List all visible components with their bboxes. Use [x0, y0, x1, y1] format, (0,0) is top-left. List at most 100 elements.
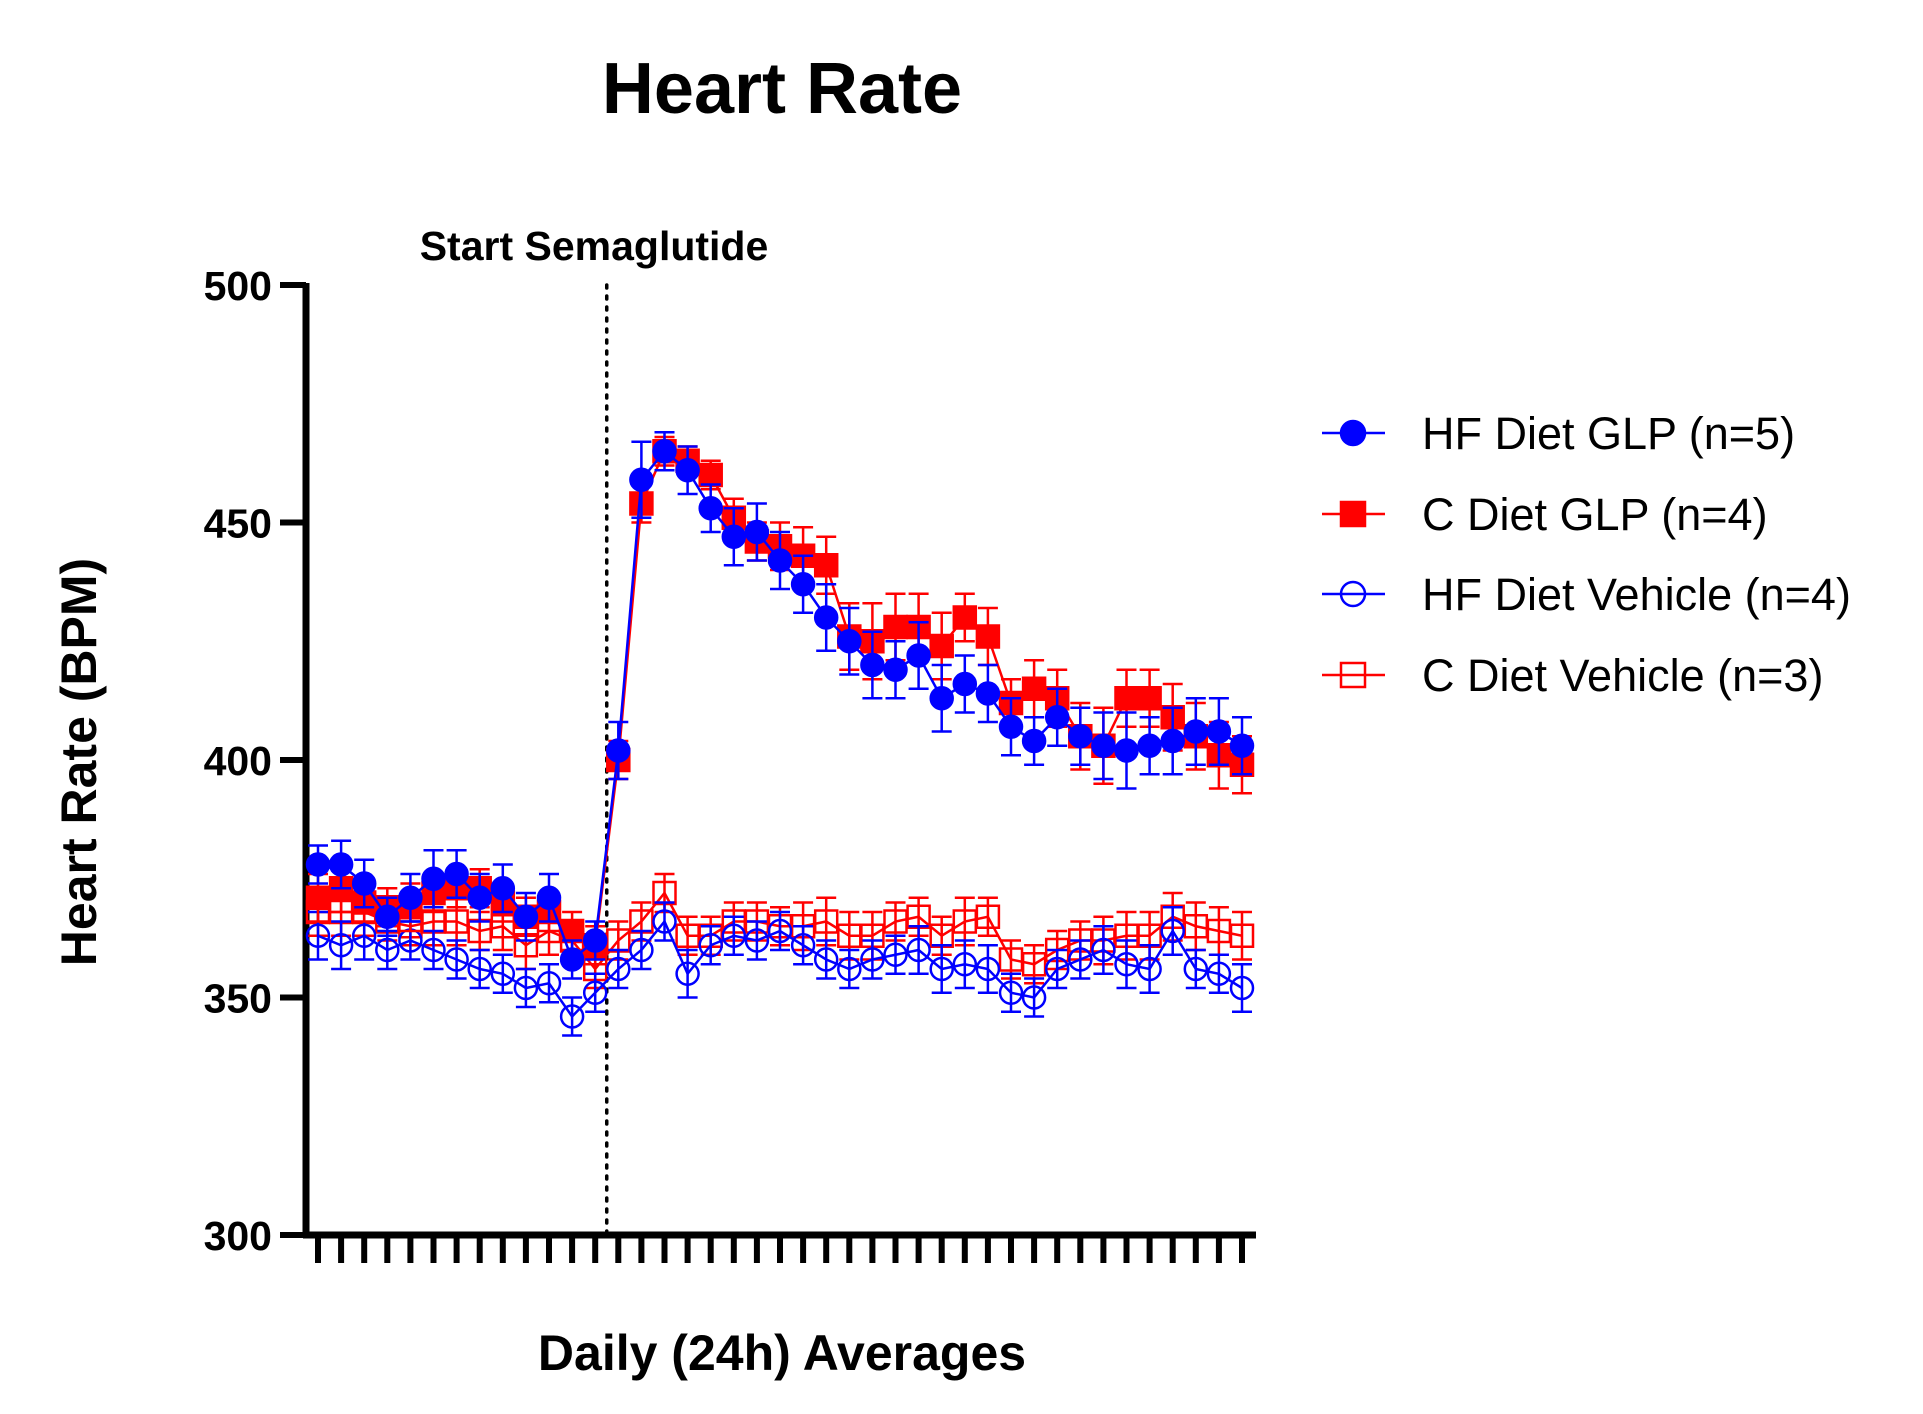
data-point	[629, 937, 654, 963]
data-point	[606, 738, 631, 763]
data-point	[883, 942, 908, 967]
y-tick-label: 300	[204, 1213, 272, 1259]
data-point	[1160, 728, 1185, 754]
data-point	[721, 923, 747, 948]
data-point	[1114, 952, 1139, 977]
data-point	[1021, 728, 1047, 754]
data-point	[860, 652, 885, 678]
data-point	[906, 937, 931, 963]
data-point	[698, 496, 723, 521]
data-point	[490, 876, 516, 901]
data-point	[952, 605, 978, 630]
data-point	[813, 553, 839, 578]
data-point	[952, 952, 978, 977]
data-point	[790, 572, 816, 597]
data-point	[1068, 947, 1093, 972]
data-point	[837, 956, 862, 982]
legend-label: HF Diet GLP (n=5)	[1422, 408, 1795, 459]
data-point	[813, 909, 839, 934]
data-point	[929, 956, 954, 982]
data-point	[721, 524, 747, 549]
plot-area: 300 350 400 450 500	[204, 263, 1256, 1263]
legend-item: C Diet GLP (n=4)	[1322, 489, 1768, 540]
data-point	[652, 909, 677, 934]
data-point	[351, 923, 377, 948]
legend-marker	[1339, 419, 1367, 447]
data-point	[513, 904, 539, 929]
data-point	[375, 937, 400, 963]
y-tick-label: 500	[204, 263, 272, 309]
data-point	[444, 861, 469, 887]
y-tick-label: 350	[204, 976, 272, 1022]
data-point	[421, 866, 446, 891]
legend-item: C Diet Vehicle (n=3)	[1322, 650, 1823, 701]
data-point	[582, 980, 608, 1005]
x-axis-label: Daily (24h) Averages	[538, 1325, 1026, 1381]
data-point	[1137, 733, 1162, 758]
legend-item: HF Diet Vehicle (n=4)	[1322, 569, 1851, 620]
data-point	[998, 714, 1024, 739]
data-point	[1206, 719, 1232, 744]
legend-label: HF Diet Vehicle (n=4)	[1422, 569, 1851, 620]
data-point	[1021, 985, 1047, 1010]
data-point	[975, 956, 1001, 982]
data-point	[929, 633, 954, 659]
data-point	[952, 671, 978, 697]
data-point	[652, 439, 677, 464]
data-point	[351, 871, 377, 896]
data-point	[813, 947, 839, 972]
data-point	[1229, 733, 1255, 758]
data-point	[929, 686, 954, 711]
data-point	[1229, 975, 1255, 1001]
data-point	[975, 624, 1001, 649]
data-point	[1044, 705, 1070, 730]
legend-label: C Diet Vehicle (n=3)	[1422, 650, 1823, 701]
data-point	[975, 904, 1001, 929]
data-point	[1021, 676, 1047, 701]
data-point	[790, 933, 816, 958]
data-point	[998, 980, 1024, 1005]
data-point	[582, 928, 608, 953]
data-point	[328, 852, 354, 877]
data-point	[606, 956, 631, 982]
series-2	[305, 901, 1255, 1037]
y-tick-label: 400	[204, 738, 272, 784]
legend-item: HF Diet GLP (n=5)	[1322, 408, 1795, 459]
legend-label: C Diet GLP (n=4)	[1422, 489, 1768, 540]
legend-marker	[1339, 580, 1367, 608]
data-point	[1091, 733, 1116, 758]
data-point	[906, 643, 931, 668]
data-point	[1183, 956, 1209, 982]
data-point	[883, 614, 908, 640]
data-point	[883, 657, 908, 682]
data-point	[975, 681, 1001, 706]
data-point	[513, 975, 539, 1001]
data-point	[1137, 956, 1162, 982]
data-point	[375, 904, 400, 929]
data-point	[837, 629, 862, 654]
data-point	[536, 971, 562, 996]
data-point	[1114, 738, 1139, 763]
data-point	[444, 947, 469, 972]
series-1	[305, 435, 1255, 966]
data-point	[675, 961, 700, 986]
data-point	[1044, 956, 1070, 982]
y-tick-label: 450	[204, 501, 272, 547]
data-point	[490, 961, 516, 986]
data-point	[698, 462, 723, 488]
data-point	[398, 885, 423, 910]
data-point	[1160, 918, 1185, 944]
data-point	[744, 928, 770, 953]
data-point	[467, 956, 492, 982]
data-point	[305, 852, 331, 877]
chart-title: Heart Rate	[602, 49, 962, 129]
data-point	[328, 933, 354, 958]
data-point	[813, 605, 839, 630]
data-point	[536, 885, 562, 910]
data-point	[1137, 686, 1162, 711]
data-point	[305, 885, 331, 910]
data-point	[744, 519, 770, 545]
data-point	[1183, 719, 1209, 744]
data-point	[1229, 923, 1255, 948]
